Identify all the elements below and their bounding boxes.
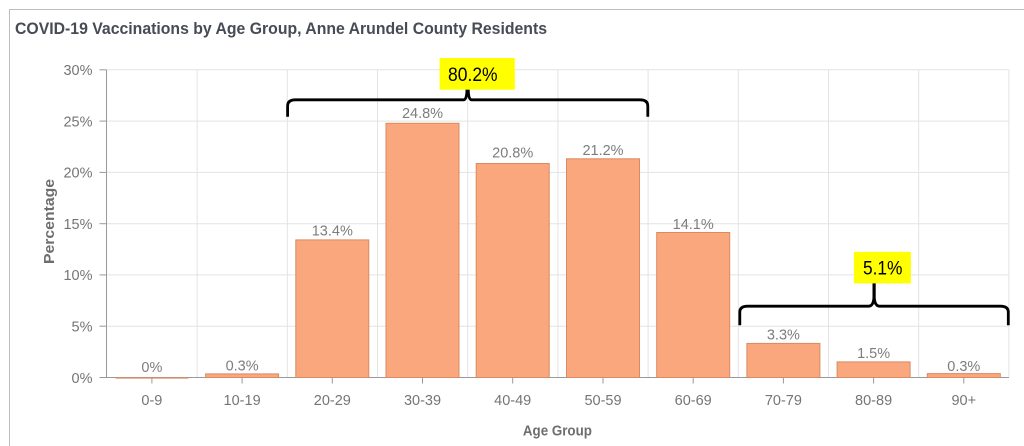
svg-text:30-39: 30-39 — [404, 393, 441, 409]
svg-text:40-49: 40-49 — [494, 393, 531, 409]
svg-text:80-89: 80-89 — [855, 393, 892, 409]
svg-text:24.8%: 24.8% — [402, 106, 443, 122]
svg-text:COVID-19 Vaccinations by Age G: COVID-19 Vaccinations by Age Group, Anne… — [15, 19, 547, 38]
svg-text:Percentage: Percentage — [41, 179, 58, 264]
svg-text:13.4%: 13.4% — [312, 223, 353, 239]
svg-text:10%: 10% — [63, 268, 92, 284]
svg-text:10-19: 10-19 — [224, 393, 261, 409]
svg-text:Age Group: Age Group — [523, 424, 592, 440]
svg-text:1.5%: 1.5% — [857, 346, 890, 362]
svg-text:21.2%: 21.2% — [582, 143, 623, 159]
svg-text:5%: 5% — [72, 320, 93, 336]
svg-text:14.1%: 14.1% — [673, 217, 714, 233]
svg-text:30%: 30% — [63, 63, 92, 79]
svg-text:70-79: 70-79 — [765, 393, 802, 409]
svg-text:60-69: 60-69 — [675, 393, 712, 409]
svg-text:0.3%: 0.3% — [947, 359, 980, 375]
svg-text:20%: 20% — [63, 166, 92, 182]
svg-text:0-9: 0-9 — [141, 393, 162, 409]
svg-text:50-59: 50-59 — [584, 393, 621, 409]
svg-text:15%: 15% — [63, 217, 92, 233]
svg-text:20-29: 20-29 — [314, 393, 351, 409]
svg-text:20.8%: 20.8% — [492, 146, 533, 162]
svg-text:80.2%: 80.2% — [448, 65, 498, 86]
svg-text:0%: 0% — [141, 360, 162, 376]
svg-text:90+: 90+ — [951, 393, 976, 409]
svg-text:25%: 25% — [63, 114, 92, 130]
svg-text:3.3%: 3.3% — [767, 328, 800, 344]
svg-text:0.3%: 0.3% — [226, 359, 259, 375]
svg-text:0%: 0% — [72, 371, 93, 387]
svg-text:5.1%: 5.1% — [863, 259, 903, 280]
